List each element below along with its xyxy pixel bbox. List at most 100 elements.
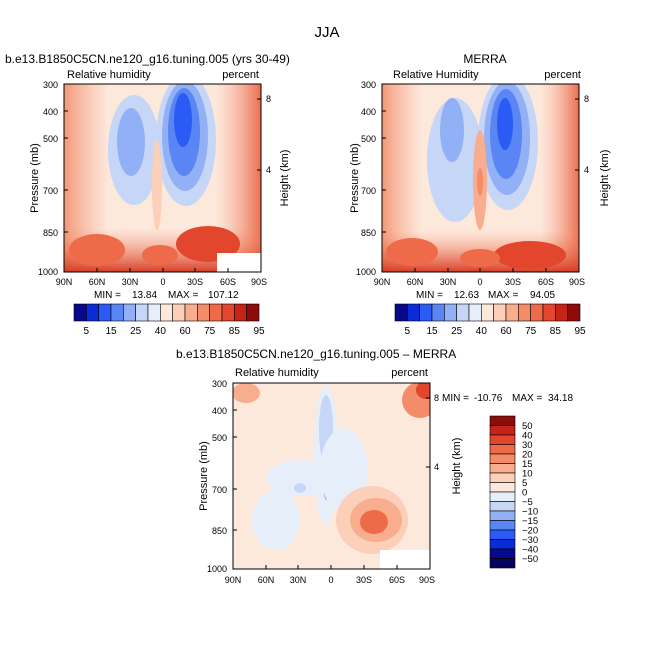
panel-merra-title: MERRA [463,52,506,66]
colorbar-box [456,303,470,322]
colorbar-box [567,303,581,322]
x-tick-30s: 30S [187,277,203,287]
colorbar-label: −10 [522,507,538,518]
panel-model: b.e13.B1850C5CN.ne120_g16.tuning.005 (yr… [5,52,291,337]
y-axis-label-right: Height (km) [279,150,291,207]
colorbar-label: 60 [500,326,512,337]
field-dry-nh-inner [440,98,464,162]
colorbar-box [489,510,516,521]
x-tick-0: 0 [160,277,165,287]
field-dry-sh-l4 [174,93,192,147]
colorbar-box [489,501,516,512]
figure-title: JJA [314,24,339,41]
colorbar-box [542,303,556,322]
colorbar-label: 40 [522,431,533,442]
y-tick-400: 400 [212,406,227,416]
colorbar-box [431,303,445,322]
colorbar-label: −15 [522,516,538,527]
colorbar-label: −40 [522,545,538,556]
colorbar-box [489,548,516,559]
panel-model-ticks [64,83,261,272]
colorbar-box [489,520,516,531]
field-itcz-column [152,140,162,230]
colorbar-box [209,303,223,322]
y-tick-850: 850 [212,526,227,536]
field-moist-nh-bl [69,234,125,266]
max-value: 94.05 [530,290,555,301]
y-axis-label: Pressure (mb) [198,441,210,511]
colorbar-label: 15 [522,459,533,470]
height-tick-8: 8 [434,393,439,403]
colorbar-label: 40 [476,326,488,337]
colorbar-box [489,491,516,502]
x-tick-90n: 90N [374,277,391,287]
colorbar-label: 60 [179,326,191,337]
x-tick-0: 0 [328,575,333,585]
colorbar-box [468,303,482,322]
field-moist-eq-bl [142,245,178,265]
panel-merra-left-string: Relative Humidity [393,69,479,81]
y-axis-label: Pressure (mb) [349,143,361,213]
y-tick-700: 700 [43,186,58,196]
colorbar-box [221,303,235,322]
field-itcz-core [477,168,483,196]
colorbar-label: 75 [525,326,537,337]
x-tick-30n: 30N [122,277,139,287]
max-label: MAX = [488,290,518,301]
x-tick-60n: 60N [407,277,424,287]
colorbar-label: 75 [204,326,216,337]
colorbar-box [493,303,507,322]
colorbar-box [489,482,516,493]
y-tick-700: 700 [361,186,376,196]
colorbar-box [489,463,516,474]
colorbar-box [489,539,516,550]
y-tick-500: 500 [43,134,58,144]
field-missing-antarctic [217,253,261,272]
colorbar-box [489,434,516,445]
colorbar-label: 95 [253,326,265,337]
colorbar-box [481,303,494,322]
colorbar-label: −20 [522,526,538,537]
field-moist-nh-bl [386,238,438,266]
height-tick-8: 8 [584,94,589,104]
max-label: MAX = [512,393,542,404]
panel-diff-ticks [233,397,430,569]
colorbar-box [147,303,161,322]
colorbar-box [530,303,544,322]
colorbar-label: −5 [522,497,533,508]
colorbar-label: 50 [522,421,533,432]
y-tick-700: 700 [212,485,227,495]
y-tick-1000: 1000 [207,564,227,574]
colorbar-box [234,303,247,322]
colorbar-box [555,303,568,322]
colorbar-box [489,415,516,426]
y-axis-label-right: Height (km) [451,438,463,495]
panel-merra-ticks [382,98,579,272]
colorbar-model: 5 15 25 40 60 75 85 95 [73,303,265,337]
height-tick-8: 8 [266,94,271,104]
y-tick-850: 850 [361,228,376,238]
y-tick-1000: 1000 [38,267,58,277]
panel-merra: MERRA Relative Humidity percent [349,52,611,337]
colorbar-box [444,303,457,322]
x-tick-30s: 30S [505,277,521,287]
x-tick-30n: 30N [440,277,457,287]
x-tick-30s: 30S [356,575,372,585]
x-tick-30n: 30N [290,575,307,585]
y-tick-1000: 1000 [356,267,376,277]
y-tick-500: 500 [361,134,376,144]
x-tick-60s: 60S [389,575,405,585]
colorbar-box [407,303,420,322]
colorbar-box [135,303,149,322]
y-tick-400: 400 [361,107,376,117]
height-tick-4: 4 [266,165,271,175]
height-tick-4: 4 [584,165,589,175]
panel-model-right-string: percent [222,69,259,81]
min-value: -10.76 [474,393,503,404]
colorbar-label: 5 [405,326,411,337]
colorbar-label: 5 [84,326,90,337]
colorbar-label: 25 [451,326,463,337]
colorbar-box [172,303,186,322]
colorbar-box [160,303,173,322]
